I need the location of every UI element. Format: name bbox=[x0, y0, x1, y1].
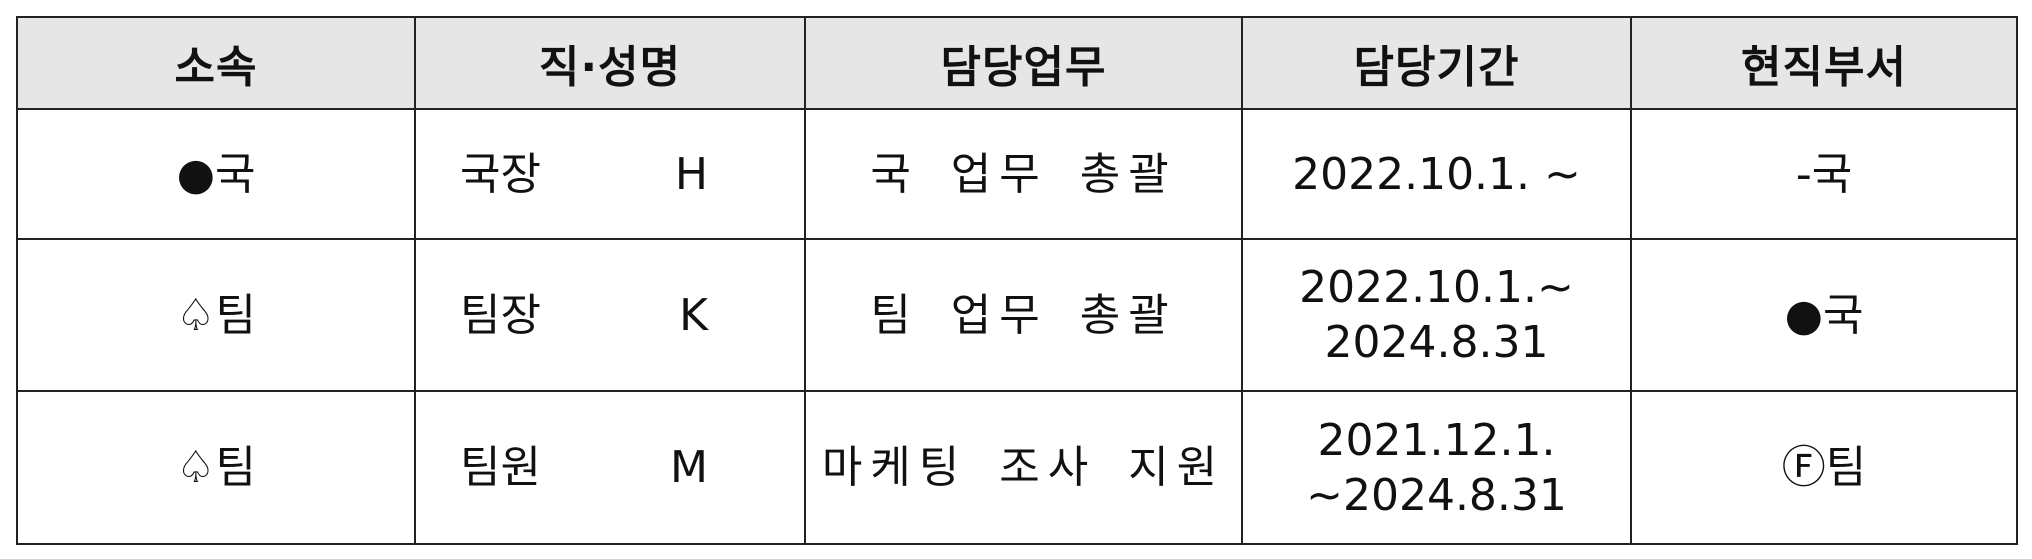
cell-position: 국장 bbox=[460, 148, 541, 200]
header-row: 소속 직·성명 담당업무 담당기간 현직부서 bbox=[16, 16, 2018, 110]
cell-duty: 마케팅 조사 지원 bbox=[804, 390, 1243, 545]
header-affiliation: 소속 bbox=[16, 16, 416, 110]
period-line: ~2024.8.31 bbox=[1306, 469, 1567, 521]
header-duty: 담당업무 bbox=[804, 16, 1243, 110]
cell-duty: 팀 업무 총괄 bbox=[804, 238, 1243, 392]
cell-position: 팀원 bbox=[460, 442, 541, 493]
cell-affiliation: ♤팀 bbox=[16, 238, 416, 392]
header-position-name: 직·성명 bbox=[414, 16, 806, 110]
cell-duty: 국 업무 총괄 bbox=[804, 108, 1243, 240]
position-name-group: 팀원 M bbox=[416, 440, 804, 495]
cell-current-dept: Ⓕ팀 bbox=[1630, 390, 2018, 545]
position-name-group: 팀장 K bbox=[416, 288, 804, 343]
cell-position-name: 팀장 K bbox=[414, 238, 806, 392]
table-row: ●국 국장 H 국 업무 총괄 2022.10.1. ~ -국 bbox=[16, 108, 2018, 240]
table-row: ♤팀 팀장 K 팀 업무 총괄 2022.10.1.~ 2024.8.31 ●국 bbox=[16, 238, 2018, 392]
cell-period: 2022.10.1. ~ bbox=[1241, 108, 1632, 240]
cell-name: K bbox=[679, 289, 708, 341]
period-line: 2024.8.31 bbox=[1324, 317, 1549, 368]
period-line: 2022.10.1.~ bbox=[1299, 262, 1574, 313]
cell-position-name: 팀원 M bbox=[414, 390, 806, 545]
cell-name: M bbox=[670, 442, 708, 493]
period-line: 2021.12.1. bbox=[1317, 414, 1556, 466]
cell-period: 2021.12.1. ~2024.8.31 bbox=[1241, 390, 1632, 545]
table-header: 소속 직·성명 담당업무 담당기간 현직부서 bbox=[16, 16, 2018, 110]
position-name-group: 국장 H bbox=[416, 147, 804, 202]
cell-current-dept: -국 bbox=[1630, 108, 2018, 240]
cell-affiliation: ●국 bbox=[16, 108, 416, 240]
header-current-dept: 현직부서 bbox=[1630, 16, 2018, 110]
cell-name: H bbox=[674, 148, 708, 200]
cell-position: 팀장 bbox=[460, 289, 541, 341]
cell-period: 2022.10.1.~ 2024.8.31 bbox=[1241, 238, 1632, 392]
cell-affiliation: ♤팀 bbox=[16, 390, 416, 545]
period-line: 2022.10.1. ~ bbox=[1292, 148, 1581, 200]
table-row: ♤팀 팀원 M 마케팅 조사 지원 2021.12.1. ~2024.8.31 … bbox=[16, 390, 2018, 545]
cell-current-dept: ●국 bbox=[1630, 238, 2018, 392]
header-period: 담당기간 bbox=[1241, 16, 1632, 110]
cell-position-name: 국장 H bbox=[414, 108, 806, 240]
staff-table: 소속 직·성명 담당업무 담당기간 현직부서 ●국 국장 H 국 업무 총괄 2… bbox=[16, 16, 2018, 545]
table-body: ●국 국장 H 국 업무 총괄 2022.10.1. ~ -국 ♤팀 팀장 K bbox=[16, 108, 2018, 545]
